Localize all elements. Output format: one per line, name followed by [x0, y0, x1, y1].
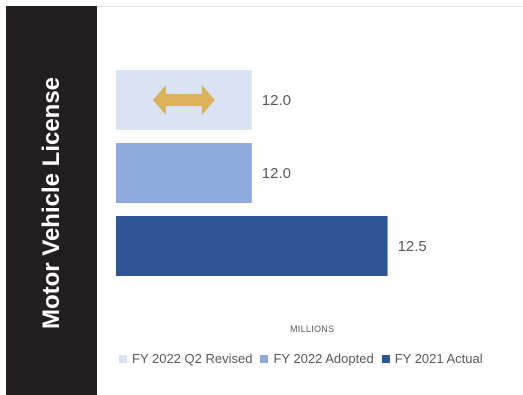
double-arrow-icon: [152, 85, 215, 115]
legend-item-2: FY 2021 Actual: [381, 351, 483, 366]
side-title-band: [6, 6, 97, 395]
legend-swatch-1: [260, 354, 269, 363]
bar-value-label-1: 12.0: [262, 165, 291, 182]
bar-value-label-0: 12.0: [262, 92, 291, 109]
legend-swatch-2: [381, 354, 390, 363]
legend-swatch-0: [119, 354, 127, 363]
top-rule: [97, 6, 523, 7]
legend-item-0: FY 2022 Q2 Revised: [119, 351, 252, 366]
chart-legend: FY 2022 Q2 Revised FY 2022 Adopted FY 2021…: [119, 351, 491, 366]
bar-2: [116, 216, 388, 276]
legend-label-2: FY 2021 Actual: [394, 351, 483, 366]
axis-title: MILLIONS: [290, 324, 335, 334]
bar-value-label-2: 12.5: [398, 238, 427, 255]
bar-1: [116, 143, 252, 203]
legend-item-1: FY 2022 Adopted: [260, 351, 374, 366]
legend-label-1: FY 2022 Adopted: [273, 351, 374, 366]
legend-label-0: FY 2022 Q2 Revised: [132, 351, 253, 366]
